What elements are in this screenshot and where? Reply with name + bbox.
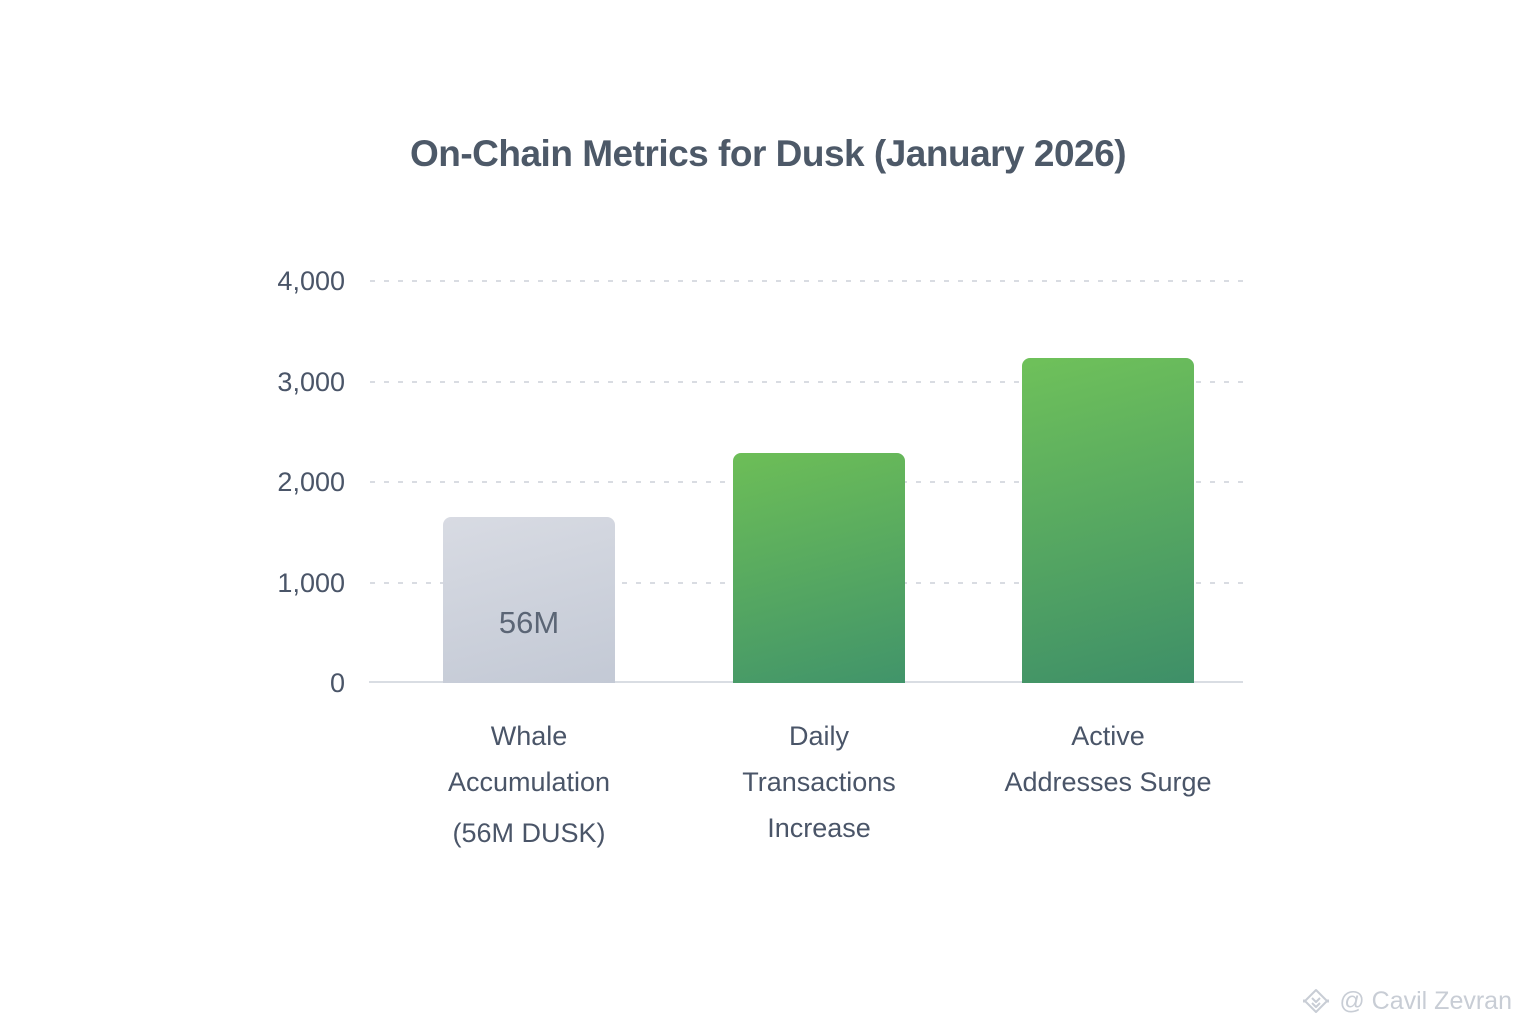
gridline-3000	[370, 380, 1243, 383]
bar-whale-accumulation-56m-dusk: 56M	[443, 517, 615, 683]
ytick-label-1000: 1,000	[277, 567, 345, 598]
ytick-label-3000: 3,000	[277, 366, 345, 397]
xtick-label-line: (56M DUSK)	[452, 818, 606, 848]
xtick-label-line: Addresses Surge	[1004, 767, 1212, 797]
watermark-text: @ Cavil Zevran	[1339, 986, 1512, 1015]
bar-value-label-whale-accumulation-56m-dusk: 56M	[498, 605, 560, 640]
xtick-label-line: Daily	[788, 721, 849, 751]
xtick-label-line: Transactions	[742, 767, 896, 797]
ytick-label-2000: 2,000	[277, 467, 345, 497]
diamond-gem-icon	[1301, 986, 1331, 1016]
bar-active-addresses-surge	[1022, 358, 1194, 683]
bar-daily-transactions-increase	[733, 453, 905, 683]
xtick-label-line: Active	[1071, 721, 1145, 751]
xtick-label-line: Increase	[767, 813, 871, 843]
xtick-label-daily-transactions-increase: Daily Transactions Increase	[663, 713, 975, 851]
xtick-label-whale-accumulation-56m-dusk: Whale Accumulation (56M DUSK)	[373, 713, 685, 856]
ytick-label-0: 0	[329, 668, 345, 698]
xtick-label-line: Whale	[490, 721, 568, 751]
watermark: @ Cavil Zevran	[1301, 986, 1512, 1016]
ytick-label-4000: 4,000	[277, 266, 345, 296]
gridline-4000	[370, 280, 1243, 282]
xtick-label-line: Accumulation	[447, 767, 611, 797]
xtick-label-active-addresses-surge: Active Addresses Surge	[952, 713, 1264, 805]
chart-title: On-Chain Metrics for Dusk (January 2026)	[409, 133, 1127, 174]
